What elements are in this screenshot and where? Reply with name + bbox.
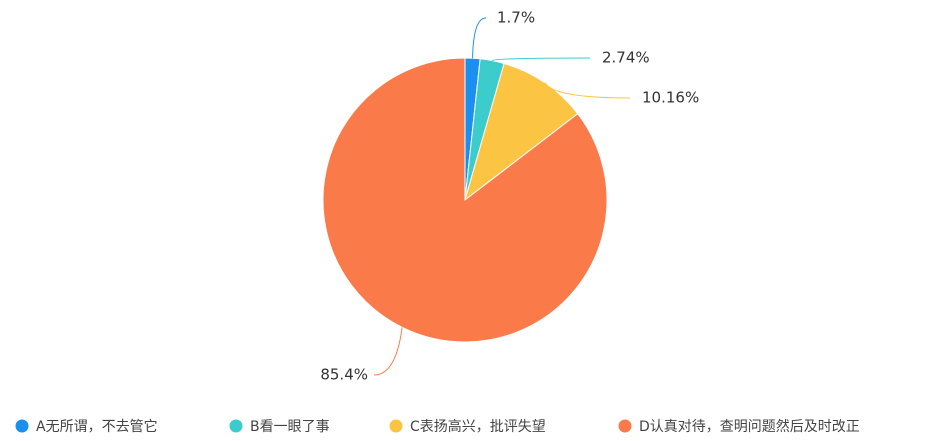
legend-marker (229, 419, 243, 433)
legend-marker (15, 419, 29, 433)
data-label: 1.7% (497, 9, 535, 27)
legend-label: B看一眼了事 (250, 419, 330, 435)
data-label: 10.16% (642, 89, 699, 107)
pie-slice (464, 62, 579, 202)
leader-line (373, 327, 403, 376)
data-label: 2.74% (602, 49, 650, 67)
leader-line (472, 17, 487, 59)
leader-line (491, 57, 591, 62)
legend-label: C表扬高兴，批评失望 (410, 418, 546, 435)
pie-slice (322, 57, 608, 343)
legend-label: D认真对待，查明问题然后及时改正 (639, 418, 860, 435)
legend-marker (618, 419, 632, 433)
legend-label: A无所谓，不去管它 (36, 418, 158, 435)
leader-line (544, 82, 631, 99)
legend-marker (389, 419, 403, 433)
data-label: 85.4% (320, 366, 368, 384)
